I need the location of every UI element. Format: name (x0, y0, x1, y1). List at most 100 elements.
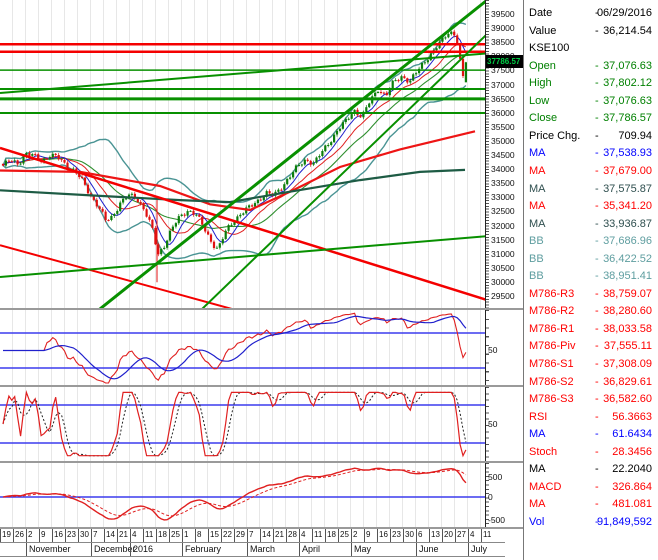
data-row-value: 37,308.09 (603, 358, 652, 370)
data-row-dash: - (595, 322, 599, 335)
data-row-dash: - (595, 200, 599, 213)
data-row-value: 91,849,592 (596, 516, 652, 528)
data-row-vol: Vol -91,849,592 (525, 515, 654, 530)
week-tick: 7 (91, 529, 104, 542)
data-row-label: Stoch (529, 445, 558, 458)
data-row-label: MA (529, 147, 546, 160)
week-tick: 2 (26, 529, 39, 542)
week-tick: 20 (442, 529, 455, 542)
week-tick: 1 (182, 529, 195, 542)
data-row-label: BB (529, 270, 544, 283)
data-row-ma: MA -35,341.20 (525, 199, 654, 214)
stoch-axis-line (485, 387, 486, 461)
data-row-open: Open -37,076.63 (525, 59, 654, 74)
data-row-label: MA (529, 165, 546, 177)
data-row-dash: - (595, 516, 599, 528)
price-tick-label: 35500 (491, 121, 515, 132)
data-row-value: 37,076.63 (603, 59, 652, 72)
data-row-dash: - (595, 24, 599, 37)
month-label: December (91, 543, 136, 556)
macd-canvas[interactable] (0, 463, 486, 527)
data-row-dash: - (595, 498, 599, 511)
week-tick: 25 (169, 529, 182, 542)
data-row-m786-s2: M786-S2 -36,829.61 (525, 375, 654, 390)
week-tick: 30 (78, 529, 91, 542)
data-row-value: 33,936.87 (603, 217, 652, 230)
data-row-date: Date -06/29/2016 (525, 6, 654, 21)
data-row-label: M786-Piv (529, 340, 576, 353)
data-row-value: 61.6434 (612, 428, 652, 441)
data-row-value: 36,582.60 (603, 393, 652, 406)
month-label: 2016 (130, 543, 182, 556)
week-tick: 26 (13, 529, 26, 542)
data-row-m786-s1: M786-S1 -37,308.09 (525, 357, 654, 372)
month-label: April (299, 543, 351, 556)
data-row-value: 36,214.54 (603, 24, 652, 37)
price-tick-label: 36500 (491, 93, 515, 104)
data-row-label: Open (529, 59, 556, 72)
week-tick: 23 (390, 529, 403, 542)
data-row-m786-piv: M786-Piv -37,555.11 (525, 339, 654, 354)
panel-separator[interactable] (0, 461, 523, 463)
data-row-value: 37,555.11 (603, 340, 652, 353)
data-row-dash: - (595, 428, 599, 441)
data-row-value: 38,280.60 (603, 305, 652, 318)
data-row-value: 36,422.52 (603, 252, 652, 265)
stochastic-canvas[interactable] (0, 387, 486, 461)
data-row-value: 37,538.93 (603, 147, 652, 160)
data-row-dash: - (595, 94, 599, 107)
price-tick-label: 33000 (491, 192, 515, 203)
data-row-dash: - (595, 463, 599, 476)
data-row-m786-s3: M786-S3 -36,582.60 (525, 392, 654, 407)
price-tick-label: 32500 (491, 206, 515, 217)
data-row-dash: - (595, 59, 599, 72)
data-row-value: 37,076.63 (603, 94, 652, 107)
data-row-m786-r3: M786-R3 -38,759.07 (525, 287, 654, 302)
data-row-value: 36,829.61 (603, 375, 652, 388)
data-row-high: High -37,802.12 (525, 76, 654, 91)
price-tick-label: 37000 (491, 79, 515, 90)
week-tick: 11 (312, 529, 325, 542)
data-row-dash: - (595, 7, 599, 19)
week-tick: 9 (39, 529, 52, 542)
data-row-m786-r1: M786-R1 -38,033.58 (525, 322, 654, 337)
macd-tick-label: 0 (488, 492, 493, 502)
data-row-label: MACD (529, 480, 562, 493)
data-row-value: 38,033.58 (603, 322, 652, 335)
data-row-dash: - (595, 252, 599, 265)
data-row-ma: MA -22.2040 (525, 462, 654, 477)
data-row-dash: - (595, 182, 599, 195)
price-axis-line (485, 0, 486, 308)
price-chart-canvas[interactable] (0, 0, 486, 308)
data-row-label: BB (529, 235, 544, 248)
panel-separator[interactable] (0, 308, 523, 310)
panel-separator[interactable] (0, 527, 523, 529)
data-row-dash: - (595, 375, 599, 388)
price-tick-label: 31500 (491, 234, 515, 245)
data-row-close: Close -37,786.57 (525, 111, 654, 126)
data-row-label: RSI (529, 410, 548, 423)
rsi-axis-label: 50 (488, 345, 498, 355)
data-row-bb: BB -37,686.96 (525, 234, 654, 249)
data-row-label: Vol (529, 516, 545, 528)
week-tick: 21 (117, 529, 130, 542)
price-tick-label: 31000 (491, 248, 515, 259)
panel-separator[interactable] (0, 385, 523, 387)
week-tick: 29 (234, 529, 247, 542)
data-row-value: 56.3663 (612, 410, 652, 423)
week-tick: 11 (481, 529, 494, 542)
data-row-value: 06/29/2016 (596, 7, 652, 19)
price-tick-label: 32000 (491, 220, 515, 231)
rsi-canvas[interactable] (0, 310, 486, 385)
price-tick-label: 29500 (491, 291, 515, 301)
week-tick: 30 (403, 529, 416, 542)
macd-panel[interactable] (0, 463, 486, 527)
data-row-bb: BB -36,422.52 (525, 252, 654, 267)
data-row-kse100: KSE100 (525, 41, 654, 56)
data-row-value: Value -36,214.54 (525, 24, 654, 39)
week-tick: 11 (143, 529, 156, 542)
data-row-m786-r2: M786-R2 -38,280.60 (525, 304, 654, 319)
data-row-macd: MACD -326.864 (525, 480, 654, 495)
data-row-label: Price Chg. (529, 129, 581, 142)
data-row-ma: MA -33,936.87 (525, 217, 654, 232)
